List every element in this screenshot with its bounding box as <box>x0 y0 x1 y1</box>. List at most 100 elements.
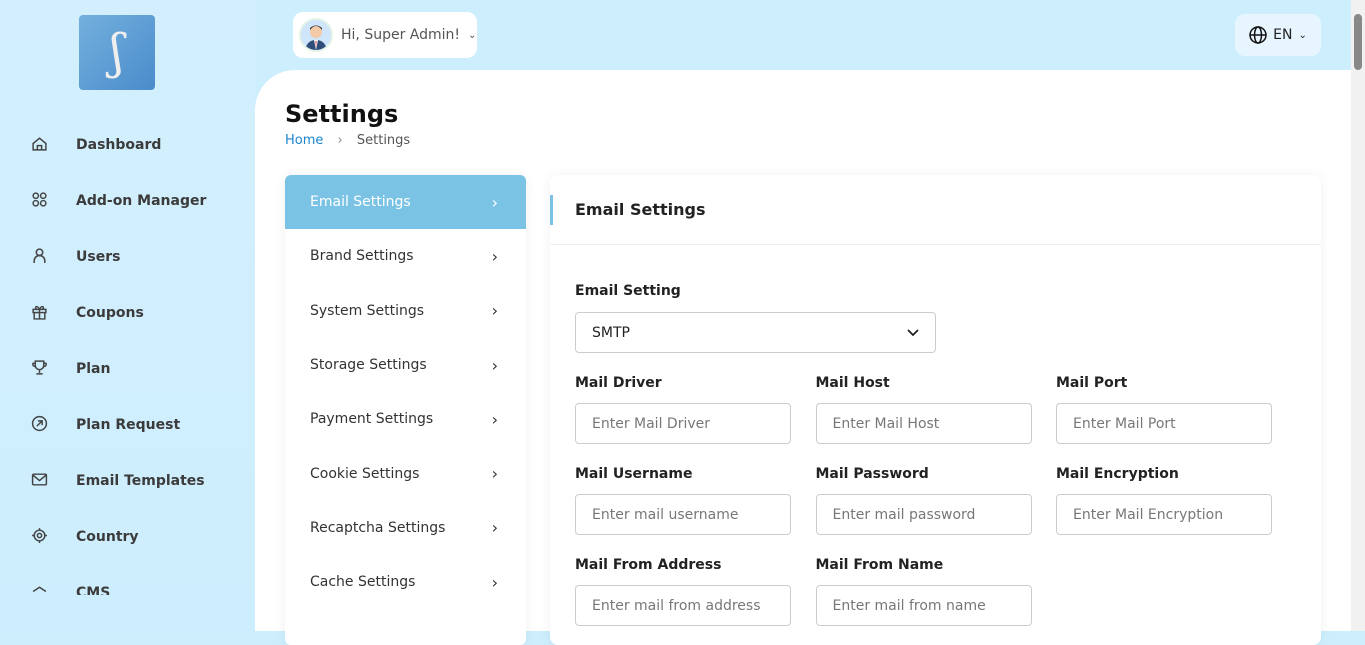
chevron-right-icon: › <box>491 301 498 321</box>
mail-port-placeholder: Enter Mail Port <box>1073 415 1176 432</box>
mail-port-label: Mail Port <box>1056 375 1128 391</box>
mail-password-placeholder: Enter mail password <box>832 506 976 523</box>
chevron-right-icon: › <box>491 246 498 266</box>
settings-nav-label: System Settings <box>310 302 425 319</box>
mail-from-address-placeholder: Enter mail from address <box>592 597 761 614</box>
mail-host-placeholder: Enter Mail Host <box>832 415 940 432</box>
globe-icon <box>1249 26 1267 44</box>
mail-host-input[interactable]: Enter Mail Host <box>815 403 1032 444</box>
sidebar-item-label: Coupons <box>76 305 144 321</box>
settings-nav-label: Email Settings <box>310 194 411 211</box>
language-label: EN <box>1273 27 1293 43</box>
settings-nav-label: Brand Settings <box>310 248 414 265</box>
mail-username-input[interactable]: Enter mail username <box>575 494 791 535</box>
sidebar-item-label: Users <box>76 249 121 265</box>
sidebar-item-country[interactable]: Country <box>0 509 255 565</box>
chevron-down-icon <box>907 328 919 336</box>
chevron-right-icon: › <box>491 572 498 592</box>
sidebar-item-plan-request[interactable]: Plan Request <box>0 397 255 453</box>
sidebar-item-cms[interactable]: CMS <box>0 565 255 595</box>
settings-nav-cookie-settings[interactable]: Cookie Settings › <box>285 446 526 500</box>
mail-password-label: Mail Password <box>815 466 929 482</box>
scrollbar-thumb[interactable] <box>1354 14 1362 70</box>
sidebar-item-label: Add-on Manager <box>76 193 207 209</box>
sidebar-item-label: Plan Request <box>76 417 181 433</box>
breadcrumb-home[interactable]: Home <box>285 133 324 148</box>
sidebar-item-users[interactable]: Users <box>0 229 255 285</box>
app-logo[interactable]: ʃ <box>79 15 155 90</box>
mail-driver-label: Mail Driver <box>575 375 662 391</box>
email-setting-value: SMTP <box>592 324 630 341</box>
chevron-right-icon: › <box>491 355 498 375</box>
sidebar: ʃ Dashboard Add-on Manager Users Coupons Pla… <box>0 0 255 631</box>
mail-encryption-label: Mail Encryption <box>1056 466 1179 482</box>
mail-from-address-input[interactable]: Enter mail from address <box>575 585 791 626</box>
settings-nav-storage-settings[interactable]: Storage Settings › <box>285 338 526 392</box>
avatar <box>299 18 333 52</box>
mail-driver-placeholder: Enter Mail Driver <box>592 415 710 432</box>
main-content: Settings Home › Settings Email Settings ›… <box>255 70 1351 645</box>
location-icon <box>0 527 76 548</box>
settings-nav-payment-settings[interactable]: Payment Settings › <box>285 392 526 446</box>
sidebar-item-label: CMS <box>76 585 111 595</box>
email-setting-label: Email Setting <box>575 283 681 299</box>
sidebar-item-label: Country <box>76 529 139 545</box>
chevron-down-icon: ⌄ <box>1298 29 1307 41</box>
sidebar-item-email-templates[interactable]: Email Templates <box>0 453 255 509</box>
settings-nav-label: Cookie Settings <box>310 465 420 482</box>
mail-username-label: Mail Username <box>575 466 693 482</box>
settings-nav-label: Cache Settings <box>310 574 416 591</box>
mail-from-name-placeholder: Enter mail from name <box>832 597 986 614</box>
settings-nav-recaptcha-settings[interactable]: Recaptcha Settings › <box>285 501 526 555</box>
mail-from-name-label: Mail From Name <box>815 557 944 573</box>
scrollbar[interactable] <box>1351 0 1365 631</box>
settings-nav-brand-settings[interactable]: Brand Settings › <box>285 229 526 283</box>
gift-icon <box>0 303 76 324</box>
sidebar-item-coupons[interactable]: Coupons <box>0 285 255 341</box>
mail-password-input[interactable]: Enter mail password <box>815 494 1032 535</box>
settings-nav-label: Recaptcha Settings <box>310 519 446 536</box>
chevron-right-icon: › <box>491 464 498 484</box>
mail-from-address-label: Mail From Address <box>575 557 722 573</box>
language-selector[interactable]: EN ⌄ <box>1235 14 1321 56</box>
sidebar-item-label: Email Templates <box>76 473 205 489</box>
breadcrumb-separator-icon: › <box>337 133 343 148</box>
settings-nav: Email Settings › Brand Settings › System Set… <box>285 175 526 645</box>
sidebar-item-label: Plan <box>76 361 111 377</box>
chevron-down-icon: ⌄ <box>468 29 477 41</box>
mail-username-placeholder: Enter mail username <box>592 506 739 523</box>
user-icon <box>0 247 76 268</box>
chevron-right-icon: › <box>491 518 498 538</box>
mail-port-input[interactable]: Enter Mail Port <box>1056 403 1272 444</box>
chevron-right-icon: › <box>491 192 498 212</box>
chevron-right-icon: › <box>491 409 498 429</box>
sidebar-item-dashboard[interactable]: Dashboard <box>0 117 255 173</box>
settings-nav-system-settings[interactable]: System Settings › <box>285 284 526 338</box>
home-icon <box>0 135 76 156</box>
settings-nav-email-settings[interactable]: Email Settings › <box>285 175 526 230</box>
settings-nav-label: Payment Settings <box>310 411 434 428</box>
settings-nav-cache-settings[interactable]: Cache Settings › <box>285 555 526 609</box>
breadcrumb-current: Settings <box>356 133 411 148</box>
breadcrumb: Home › Settings <box>285 133 410 148</box>
layers-icon <box>0 583 76 596</box>
trophy-icon <box>0 359 76 380</box>
greeting: Hi, Super Admin! <box>341 27 461 43</box>
mail-host-label: Mail Host <box>815 375 890 391</box>
grid-icon <box>0 191 76 212</box>
mail-from-name-input[interactable]: Enter mail from name <box>815 585 1032 626</box>
card-title: Email Settings <box>550 175 1321 245</box>
sidebar-item-add-on-manager[interactable]: Add-on Manager <box>0 173 255 229</box>
email-setting-select[interactable]: SMTP <box>575 312 936 353</box>
email-settings-card: Email Settings Email Setting SMTP Mail D… <box>550 175 1321 645</box>
sidebar-item-plan[interactable]: Plan <box>0 341 255 397</box>
mail-driver-input[interactable]: Enter Mail Driver <box>575 403 791 444</box>
sidebar-nav: Dashboard Add-on Manager Users Coupons Plan P… <box>0 117 255 595</box>
mail-encryption-placeholder: Enter Mail Encryption <box>1073 506 1224 523</box>
mail-encryption-input[interactable]: Enter Mail Encryption <box>1056 494 1272 535</box>
user-menu[interactable]: Hi, Super Admin! ⌄ <box>293 12 477 58</box>
arrow-circle-icon <box>0 415 76 436</box>
mail-icon <box>0 471 76 492</box>
settings-nav-label: Storage Settings <box>310 357 427 374</box>
sidebar-item-label: Dashboard <box>76 137 162 153</box>
